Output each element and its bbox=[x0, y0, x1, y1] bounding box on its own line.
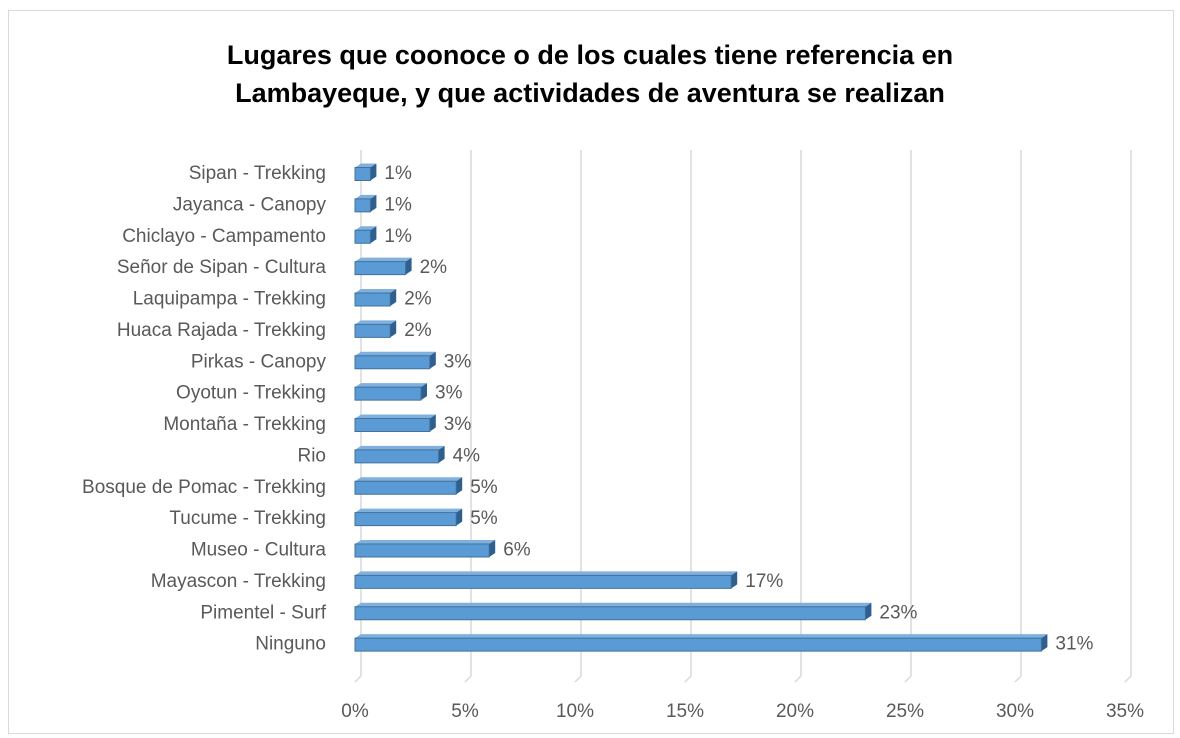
x-tick-label: 20% bbox=[776, 701, 814, 722]
y-tick-label: Jayanca - Canopy bbox=[173, 194, 327, 215]
bar bbox=[354, 355, 431, 370]
bar-side bbox=[421, 383, 427, 401]
value-label: 2% bbox=[404, 289, 432, 310]
y-tick-label: Huaca Rajada - Trekking bbox=[117, 320, 326, 341]
x-tick-label: 15% bbox=[666, 701, 704, 722]
value-label: 23% bbox=[879, 602, 917, 623]
bar-top bbox=[355, 602, 872, 607]
bar bbox=[354, 512, 457, 527]
bar bbox=[354, 229, 371, 244]
x-tick-label: 35% bbox=[1106, 701, 1144, 722]
bar bbox=[354, 480, 457, 495]
bar-top bbox=[355, 414, 436, 419]
y-tick-label: Tucume - Trekking bbox=[169, 508, 326, 529]
bar-top bbox=[355, 226, 377, 231]
y-tick-label: Museo - Cultura bbox=[191, 540, 327, 561]
bar bbox=[354, 198, 371, 213]
bar bbox=[354, 418, 431, 432]
grid-floor bbox=[1014, 675, 1022, 683]
value-label: 5% bbox=[470, 477, 498, 498]
bar-side bbox=[1041, 634, 1048, 652]
bar bbox=[354, 637, 1042, 652]
grid-floor bbox=[684, 675, 692, 683]
value-label: 3% bbox=[444, 414, 472, 435]
bar-top bbox=[355, 477, 463, 482]
x-tick-label: 5% bbox=[451, 701, 479, 722]
grid-floor bbox=[1124, 675, 1132, 683]
grid-floor bbox=[904, 675, 912, 683]
y-tick-label: Ninguno bbox=[255, 634, 326, 655]
bar-side bbox=[489, 540, 496, 557]
chart-title: Lugares que coonoce o de los cuales tien… bbox=[226, 40, 954, 108]
bar-top bbox=[355, 634, 1048, 639]
bar bbox=[354, 449, 440, 464]
bar-top bbox=[355, 571, 738, 576]
bar-top bbox=[355, 320, 397, 325]
bar bbox=[354, 167, 371, 181]
value-label: 2% bbox=[420, 257, 448, 278]
value-label: 2% bbox=[404, 320, 432, 341]
value-label: 3% bbox=[435, 383, 463, 404]
bar-top bbox=[355, 540, 496, 544]
y-tick-label: Oyotun - Trekking bbox=[176, 383, 326, 404]
bar bbox=[354, 386, 422, 401]
grid-floor bbox=[574, 675, 582, 683]
value-label: 3% bbox=[444, 351, 472, 372]
bar-top bbox=[355, 351, 436, 356]
y-tick-label: Laquipampa - Trekking bbox=[133, 289, 326, 310]
bar-side bbox=[370, 194, 377, 212]
x-tick-label: 0% bbox=[341, 701, 369, 722]
value-label: 1% bbox=[384, 226, 412, 247]
bar-top bbox=[355, 163, 377, 168]
x-tick-label: 25% bbox=[886, 701, 924, 722]
value-label: 1% bbox=[384, 194, 412, 215]
value-label: 17% bbox=[745, 571, 783, 592]
bar-top bbox=[355, 508, 463, 513]
y-tick-label: Señor de Sipan - Cultura bbox=[117, 257, 327, 278]
bar-top bbox=[355, 383, 427, 388]
bar-side bbox=[390, 289, 397, 306]
value-label: 6% bbox=[503, 540, 531, 561]
grid-floor bbox=[794, 675, 802, 683]
bar bbox=[354, 323, 391, 338]
bar-side bbox=[865, 602, 872, 620]
bar bbox=[354, 606, 866, 621]
bar-top bbox=[355, 257, 412, 262]
bar-side bbox=[438, 445, 445, 463]
y-tick-label: Montaña - Trekking bbox=[163, 414, 326, 435]
grid-floor bbox=[464, 675, 472, 683]
y-tick-label: Sipan - Trekking bbox=[189, 163, 326, 184]
bar-side bbox=[405, 257, 412, 275]
bar bbox=[354, 543, 490, 558]
bar-side bbox=[429, 351, 436, 369]
bar-top bbox=[355, 445, 445, 450]
bar-side bbox=[731, 571, 738, 589]
y-tick-label: Pirkas - Canopy bbox=[191, 351, 327, 372]
bar-side bbox=[390, 320, 397, 338]
y-tick-label: Chiclayo - Campamento bbox=[122, 226, 326, 247]
value-label: 4% bbox=[453, 445, 481, 466]
x-tick-label: 30% bbox=[996, 701, 1034, 722]
bar-side bbox=[370, 226, 377, 244]
bar-side bbox=[429, 414, 436, 432]
y-tick-label: Bosque de Pomac - Trekking bbox=[82, 477, 326, 498]
y-tick-label: Pimentel - Surf bbox=[200, 602, 326, 623]
bar-side bbox=[370, 163, 377, 181]
bar-top bbox=[355, 194, 377, 199]
bar-top bbox=[355, 289, 397, 293]
value-label: 31% bbox=[1055, 634, 1093, 655]
value-label: 5% bbox=[470, 508, 498, 529]
x-tick-label: 10% bbox=[556, 701, 594, 722]
y-tick-label: Mayascon - Trekking bbox=[151, 571, 326, 592]
y-tick-label: Rio bbox=[297, 445, 326, 466]
bar bbox=[354, 292, 391, 307]
bar-side bbox=[456, 477, 463, 495]
bar bbox=[354, 261, 407, 276]
bar-side bbox=[456, 508, 463, 526]
grid-floor bbox=[354, 675, 362, 683]
bar bbox=[354, 574, 732, 589]
value-label: 1% bbox=[384, 163, 412, 184]
